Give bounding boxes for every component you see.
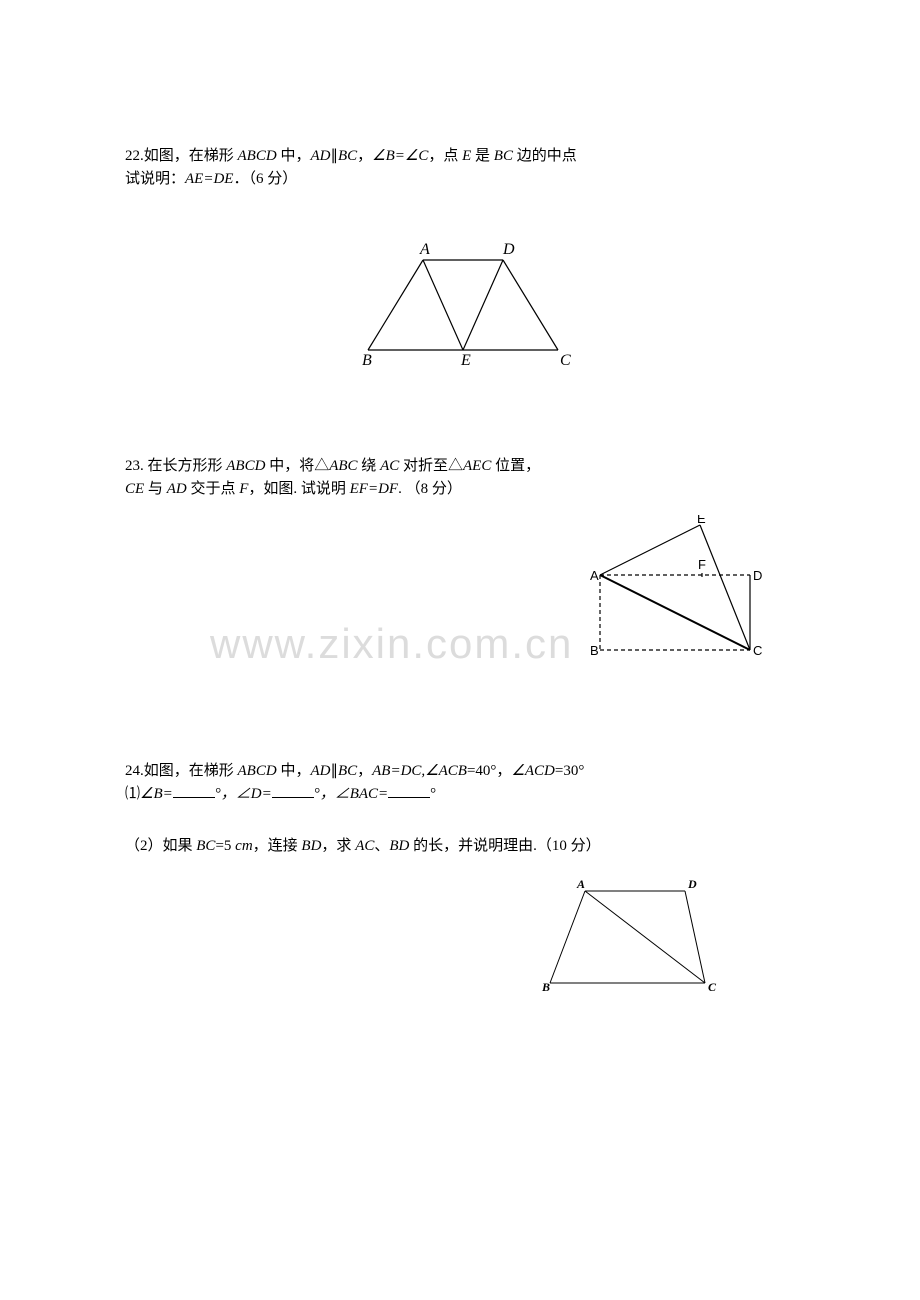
p22-t3: ，	[357, 148, 372, 164]
p24-t8: ，连接	[253, 838, 302, 854]
p23-efdf: EF=DF	[350, 481, 398, 497]
p23-t3: 绕	[358, 458, 381, 474]
p23-t5: 位置，	[491, 458, 540, 474]
fig23-label-C: C	[753, 643, 762, 658]
p23-ce: CE	[125, 481, 144, 497]
p24-t6: （2）如果	[125, 838, 196, 854]
p22-t1: 22.如图，在梯形	[125, 148, 238, 164]
p23-t9: . （8 分）	[398, 481, 462, 497]
p22-t5: 是	[471, 148, 494, 164]
p24-deg: °	[430, 786, 436, 802]
p24-ad: AD	[310, 763, 330, 779]
blank-2	[272, 784, 314, 798]
p22-t2: 中，	[277, 148, 311, 164]
p24-bc: BC	[338, 763, 357, 779]
p24-t5: ⑴	[125, 786, 140, 802]
p24-par: ∥	[330, 763, 338, 779]
blank-3	[388, 784, 430, 798]
p24-acd: ∠ACD	[511, 763, 554, 779]
blank-1	[173, 784, 215, 798]
p22-t7: 试说明：	[125, 171, 185, 187]
fig22-label-D: D	[502, 241, 515, 258]
p24-comma: ，	[357, 763, 372, 779]
figure-24-svg: A D B C	[530, 873, 720, 998]
p24-bc2: BC	[196, 838, 215, 854]
p24-ac: AC	[355, 838, 374, 854]
watermark: www.zixin.com.cn	[210, 620, 573, 668]
p24-t3: =40°，	[467, 763, 511, 779]
figure-23-svg: A D B C E F	[570, 515, 770, 665]
p24-acb: ∠ACB	[425, 763, 467, 779]
p22-abcd: ABCD	[238, 148, 277, 164]
p23-t4: 对折至△	[399, 458, 463, 474]
p22-t4: ，点	[428, 148, 462, 164]
p23-ad: AD	[167, 481, 187, 497]
fig22-label-E: E	[460, 352, 471, 369]
p23-aec: AEC	[463, 458, 491, 474]
p23-t7: 交于点	[187, 481, 240, 497]
p24-bac: °，∠BAC=	[314, 786, 388, 802]
p22-aede: AE=DE	[185, 171, 233, 187]
p23-f: F	[239, 481, 248, 497]
p23-t2: 中，将△	[265, 458, 329, 474]
p23-t6: 与	[144, 481, 167, 497]
problem-23-text: 23. 在长方形形 ABCD 中，将△ABC 绕 AC 对折至△AEC 位置， …	[125, 455, 800, 500]
p24-bd2: BD	[389, 838, 409, 854]
p24-b: ∠B=	[140, 786, 173, 802]
p24-abdc: AB=DC,	[372, 763, 425, 779]
p24-bd: BD	[301, 838, 321, 854]
figure-22-svg: A D B E C	[348, 240, 578, 370]
p22-bc2: BC	[494, 148, 513, 164]
p23-abcd: ABCD	[226, 458, 265, 474]
p23-t8: ，如图. 试说明	[248, 481, 349, 497]
fig23-label-D: D	[753, 568, 762, 583]
fig23-label-B: B	[590, 643, 599, 658]
fig24-label-B: B	[541, 980, 550, 994]
p22-ad: AD	[310, 148, 330, 164]
page-content: 22.如图，在梯形 ABCD 中，AD∥BC，∠B=∠C，点 E 是 BC 边的…	[0, 0, 920, 1003]
p24-t7: =5	[215, 838, 235, 854]
p24-t4: =30°	[555, 763, 584, 779]
p24-t1: 24.如图，在梯形	[125, 763, 238, 779]
fig23-label-A: A	[590, 568, 599, 583]
p24-t2: 中，	[277, 763, 311, 779]
p22-par: ∥	[330, 148, 338, 164]
p24-t11: 的长，并说明理由.（10 分）	[409, 838, 600, 854]
fig24-label-A: A	[576, 877, 585, 891]
problem-22-text: 22.如图，在梯形 ABCD 中，AD∥BC，∠B=∠C，点 E 是 BC 边的…	[125, 145, 800, 190]
p24-abcd: ABCD	[238, 763, 277, 779]
fig24-label-D: D	[687, 877, 697, 891]
p22-bc: BC	[338, 148, 357, 164]
problem-22-figure: A D B E C	[125, 240, 800, 375]
p22-t6: 边的中点	[513, 148, 577, 164]
problem-24-text: 24.如图，在梯形 ABCD 中，AD∥BC，AB=DC,∠ACB=40°，∠A…	[125, 760, 800, 805]
fig22-label-A: A	[419, 241, 430, 258]
p22-t8: ．（6 分）	[233, 171, 297, 187]
fig24-label-C: C	[708, 980, 717, 994]
p23-t1: 23. 在长方形形	[125, 458, 226, 474]
p24-d: °，∠D=	[215, 786, 272, 802]
problem-24-text2: （2）如果 BC=5 cm，连接 BD，求 AC、BD 的长，并说明理由.（10…	[125, 835, 800, 858]
p23-ac: AC	[380, 458, 399, 474]
fig23-label-E: E	[697, 515, 706, 526]
p24-cm: cm	[235, 838, 253, 854]
problem-24-figure: A D B C	[125, 873, 720, 1003]
p22-bangle: ∠B=	[372, 148, 405, 164]
fig22-label-C: C	[560, 352, 571, 369]
p22-cangle: ∠C	[405, 148, 428, 164]
p24-t10: 、	[374, 838, 389, 854]
fig23-label-F: F	[698, 557, 706, 572]
fig22-label-B: B	[362, 352, 372, 369]
p24-t9: ，求	[321, 838, 355, 854]
p22-e: E	[462, 148, 471, 164]
p23-abc: ABC	[329, 458, 357, 474]
